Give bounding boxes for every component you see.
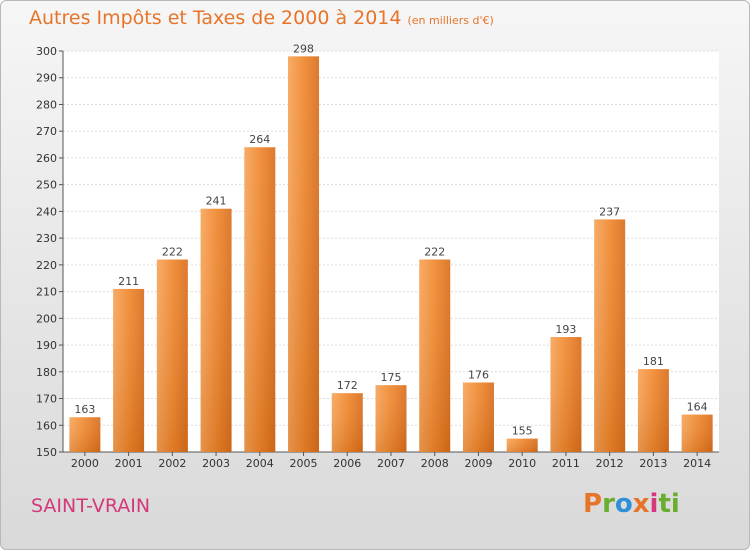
- bar-shade: [288, 56, 320, 452]
- bar-group-2000: 163: [69, 403, 101, 452]
- bar-shade: [375, 385, 407, 452]
- x-tick-label: 2008: [421, 457, 449, 470]
- bar-shade: [637, 369, 669, 452]
- y-tick-label: 260: [36, 152, 57, 165]
- x-tick-label: 2006: [333, 457, 361, 470]
- y-tick-label: 300: [36, 45, 57, 58]
- bar-value-label: 175: [381, 371, 402, 384]
- bar-value-label: 264: [249, 133, 270, 146]
- bar-value-label: 222: [424, 246, 445, 259]
- bar-group-2011: 193: [550, 323, 582, 452]
- x-tick-label: 2004: [246, 457, 274, 470]
- y-tick-label: 170: [36, 393, 57, 406]
- y-tick-label: 280: [36, 98, 57, 111]
- bars: 163 211 222 241 264 298 172 175 222 176 155 193 237 1…: [69, 42, 713, 453]
- bar-shade: [550, 337, 582, 452]
- bar-shade: [156, 259, 188, 452]
- bar-shade: [200, 208, 232, 452]
- y-tick-label: 220: [36, 259, 57, 272]
- y-tick-label: 240: [36, 205, 57, 218]
- bar-group-2006: 172: [331, 379, 363, 452]
- bar-group-2005: 298: [288, 42, 320, 452]
- x-tick-label: 2010: [508, 457, 536, 470]
- bar-value-label: 164: [687, 401, 708, 414]
- bar-value-label: 172: [337, 379, 358, 392]
- bar-value-label: 163: [74, 403, 95, 416]
- y-tick-label: 200: [36, 312, 57, 325]
- y-tick-label: 160: [36, 419, 57, 432]
- x-tick-label: 2014: [683, 457, 711, 470]
- y-tick-label: 150: [36, 446, 57, 459]
- brand-letter: x: [632, 489, 650, 519]
- bar-shade: [331, 393, 363, 452]
- bar-group-2009: 176: [462, 368, 494, 452]
- bar-group-2001: 211: [113, 275, 145, 452]
- x-tick-label: 2011: [552, 457, 580, 470]
- chart-title: Autres Impôts et Taxes de 2000 à 2014 (en…: [29, 7, 494, 29]
- bar-group-2010: 155: [506, 425, 538, 452]
- x-tick-label: 2001: [115, 457, 143, 470]
- chart-title-main: Autres Impôts et Taxes de 2000 à 2014: [29, 7, 402, 29]
- bar-value-label: 176: [468, 368, 489, 381]
- y-tick-label: 210: [36, 286, 57, 299]
- bar-group-2007: 175: [375, 371, 407, 452]
- x-tick-label: 2002: [158, 457, 186, 470]
- chart-title-unit: (en milliers d'€): [407, 14, 494, 27]
- bar-shade: [419, 259, 451, 452]
- bar-value-label: 181: [643, 355, 664, 368]
- brand-letter: i: [649, 489, 659, 519]
- y-tick-label: 230: [36, 232, 57, 245]
- y-tick-label: 180: [36, 366, 57, 379]
- x-tick-label: 2013: [639, 457, 667, 470]
- bar-group-2008: 222: [419, 246, 451, 452]
- bar-shade: [506, 438, 538, 452]
- bar-group-2004: 264: [244, 133, 276, 453]
- brand-letter: ti: [658, 489, 680, 519]
- brand-logo: Proxiti: [583, 489, 680, 519]
- bar-value-label: 222: [162, 246, 183, 259]
- bar-value-label: 193: [555, 323, 576, 336]
- bar-shade: [69, 417, 101, 452]
- brand-letter: o: [614, 489, 633, 519]
- x-tick-label: 2000: [71, 457, 99, 470]
- x-tick-label: 2009: [464, 457, 492, 470]
- bar-shade: [681, 414, 713, 452]
- bar-group-2013: 181: [637, 355, 669, 452]
- bar-shade: [462, 382, 494, 452]
- bar-shade: [244, 147, 276, 453]
- brand-letter: P: [583, 489, 603, 519]
- bar-group-2012: 237: [594, 205, 626, 452]
- bar-value-label: 155: [512, 425, 533, 438]
- bar-shade: [594, 219, 626, 452]
- x-tick-label: 2012: [596, 457, 624, 470]
- bar-group-2002: 222: [156, 246, 188, 452]
- bar-value-label: 237: [599, 205, 620, 218]
- bar-shade: [113, 288, 145, 452]
- bar-value-label: 298: [293, 42, 314, 55]
- bar-group-2003: 241: [200, 195, 232, 452]
- x-tick-label: 2005: [290, 457, 318, 470]
- y-tick-label: 270: [36, 125, 57, 138]
- bar-group-2014: 164: [681, 401, 713, 452]
- bar-value-label: 241: [206, 195, 227, 208]
- place-name: SAINT-VRAIN: [31, 495, 151, 517]
- brand-letter: r: [602, 489, 615, 519]
- y-tick-label: 190: [36, 339, 57, 352]
- x-tick-label: 2007: [377, 457, 405, 470]
- y-tick-label: 290: [36, 72, 57, 85]
- y-tick-label: 250: [36, 179, 57, 192]
- x-tick-label: 2003: [202, 457, 230, 470]
- bar-value-label: 211: [118, 275, 139, 288]
